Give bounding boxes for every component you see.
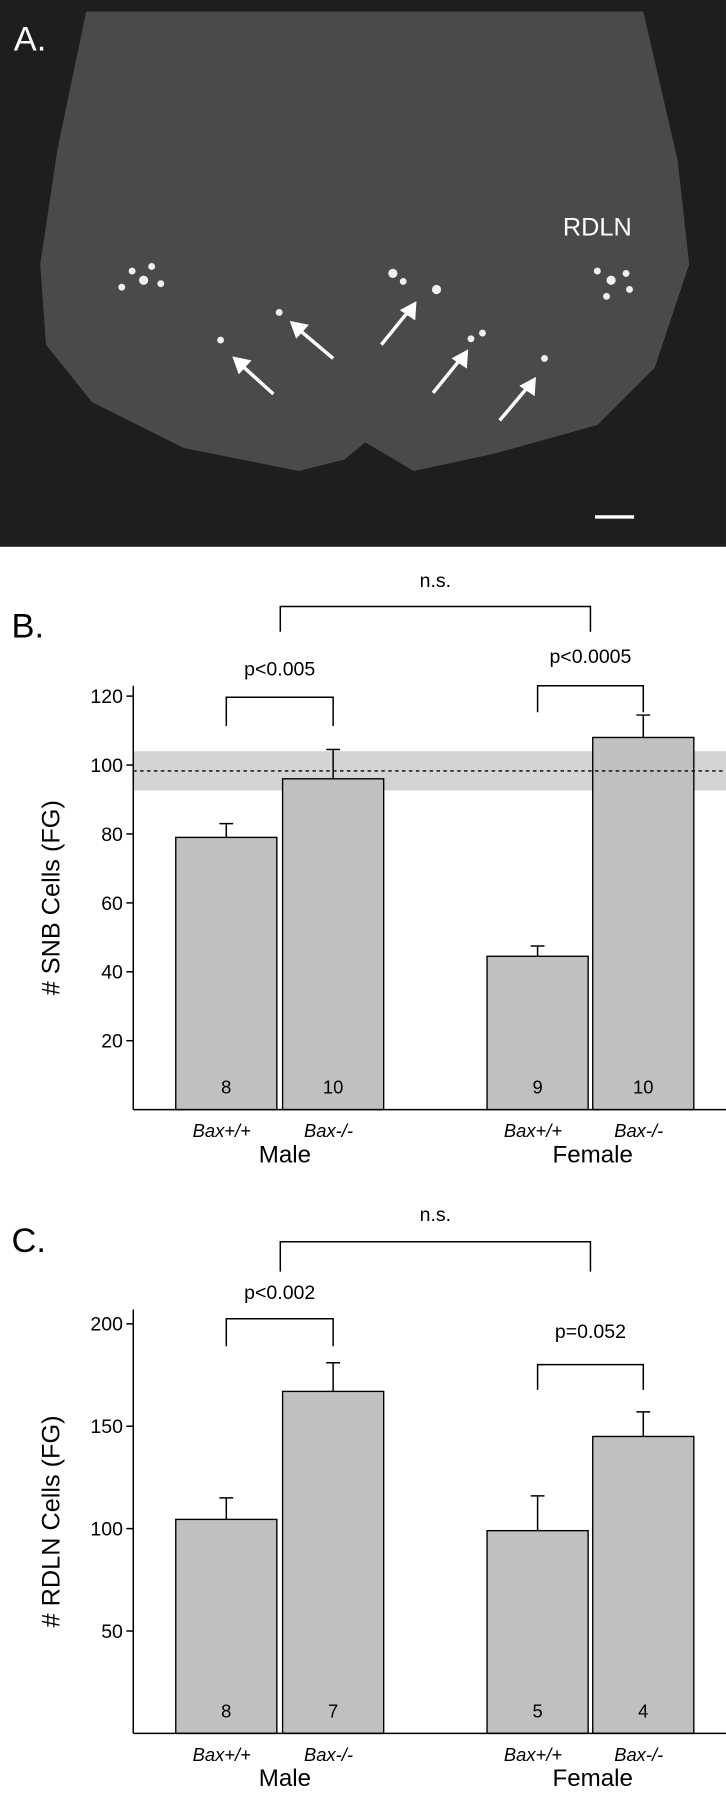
error-bar: [219, 822, 234, 838]
significance-label: p<0.0005: [549, 646, 631, 668]
group-label: Female: [553, 1141, 633, 1168]
error-bar: [530, 945, 545, 957]
bracket: [279, 605, 592, 632]
error-bar: [326, 748, 341, 779]
x-tick-label: Bax-/-: [304, 1120, 353, 1141]
bar: [592, 736, 695, 1111]
y-axis-label: # SNB Cells (FG): [38, 800, 66, 995]
x-tick-label: Bax-/-: [614, 1744, 663, 1765]
y-tick-label: 200: [90, 1314, 123, 1336]
bracket: [225, 696, 334, 726]
y-tick-label: 100: [90, 755, 123, 777]
x-tick-label: Bax+/+: [193, 1120, 251, 1141]
arrows: [232, 301, 536, 422]
cells: [118, 263, 633, 362]
panel-label: B.: [12, 608, 45, 646]
error-bar: [636, 1411, 651, 1437]
bar: [281, 1390, 385, 1735]
y-tick-label: 120: [90, 686, 123, 708]
group-label: Male: [259, 1141, 311, 1168]
sample-size: 10: [633, 1077, 653, 1098]
x-tick-label: Bax+/+: [504, 1744, 562, 1765]
sample-size: 5: [532, 1700, 542, 1721]
bar: [592, 1435, 695, 1735]
bracket: [536, 685, 645, 713]
sample-size: 10: [323, 1077, 343, 1098]
group-label: Male: [259, 1765, 311, 1792]
panel-label: C.: [12, 1222, 46, 1260]
error-bar: [530, 1495, 545, 1531]
y-tick-label: 80: [101, 824, 123, 846]
bar: [175, 1518, 278, 1735]
y-axis-label: # RDLN Cells (FG): [38, 1415, 66, 1627]
panel-label: A.: [14, 21, 47, 59]
tissue: [40, 11, 690, 471]
y-tick-label: 40: [101, 962, 123, 984]
error-bar: [636, 714, 651, 738]
error-bar: [219, 1497, 234, 1520]
error-bar: [326, 1362, 341, 1392]
significance-label: p<0.005: [244, 658, 315, 680]
y-tick-label: 150: [90, 1416, 123, 1438]
y-tick-label: 50: [101, 1621, 123, 1643]
x-tick-label: Bax-/-: [614, 1120, 663, 1141]
significance-label: p=0.052: [555, 1321, 626, 1343]
bar: [486, 1529, 589, 1735]
x-tick-label: Bax+/+: [193, 1744, 251, 1765]
region-label: RDLN: [563, 213, 632, 241]
bracket: [279, 1240, 592, 1272]
significance-label: n.s.: [420, 1204, 451, 1226]
sample-size: 8: [221, 1077, 231, 1098]
bracket: [536, 1363, 645, 1390]
bar: [175, 836, 278, 1111]
micrograph: A. RDLN: [0, 0, 726, 547]
y-tick-label: 100: [90, 1519, 123, 1541]
group-label: Female: [553, 1765, 633, 1792]
sample-size: 9: [532, 1077, 542, 1098]
sample-size: 7: [328, 1700, 338, 1721]
bracket: [225, 1317, 334, 1347]
bar: [281, 778, 385, 1111]
sample-size: 4: [638, 1700, 648, 1721]
y-tick-label: 60: [101, 893, 123, 915]
x-tick-label: Bax-/-: [304, 1744, 353, 1765]
significance-label: p<0.002: [244, 1282, 315, 1304]
significance-label: n.s.: [420, 570, 451, 592]
x-tick-label: Bax+/+: [504, 1120, 562, 1141]
sample-size: 8: [221, 1700, 231, 1721]
y-tick-label: 20: [101, 1031, 123, 1053]
